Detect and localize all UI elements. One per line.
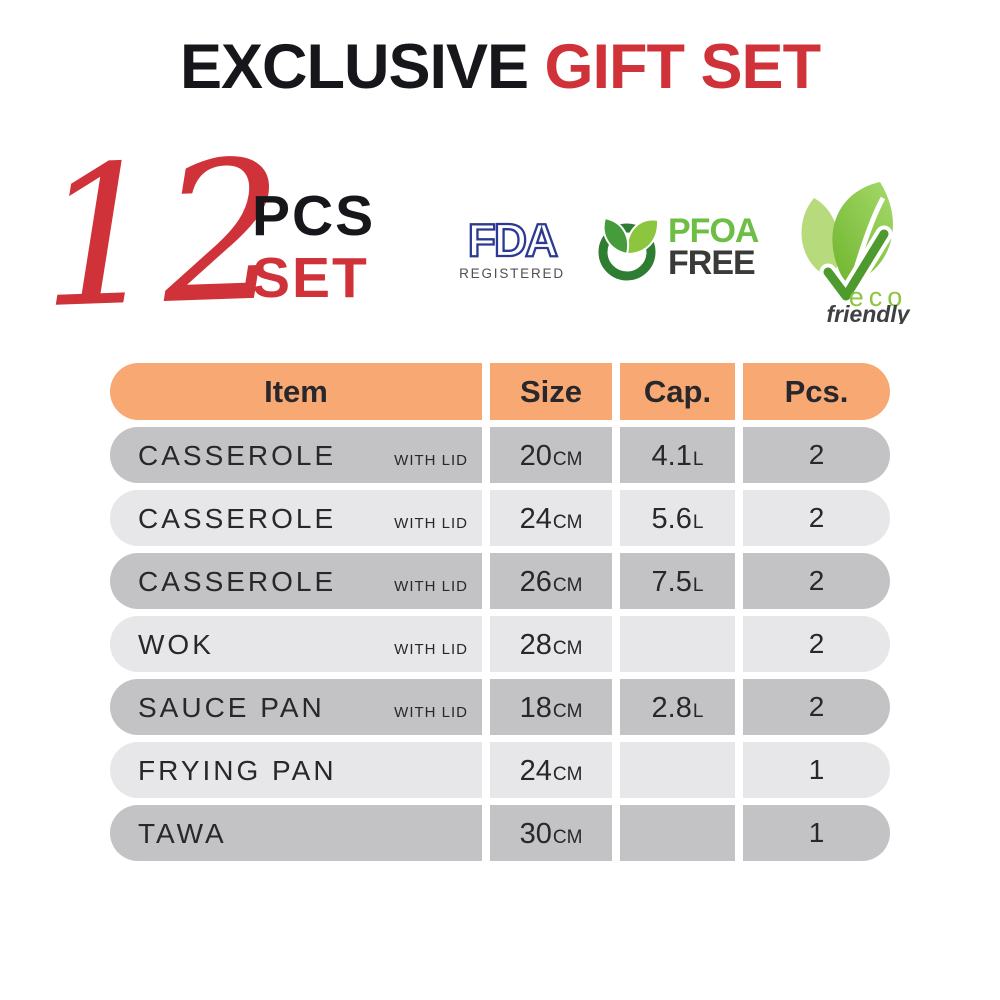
size-value: 24 — [519, 503, 552, 535]
size-value: 30 — [519, 818, 552, 850]
eco-friendly-badge: eco friendly — [788, 176, 928, 329]
size-cell: 26 CM — [490, 553, 612, 609]
header-item: Item — [110, 363, 482, 420]
item-name: CASSEROLE — [138, 566, 337, 597]
pfoa-free-badge: PFOA FREE — [594, 211, 759, 282]
table-header-row: Item Size Cap. Pcs. — [110, 363, 890, 420]
pfoa-label: PFOA — [668, 211, 759, 250]
table-row: CASSEROLE WITH LID 24 CM 5.6 L 2 — [110, 490, 890, 546]
item-name: TAWA — [138, 818, 227, 849]
pcs-cell: 2 — [743, 553, 890, 609]
fda-logo-icon: FDA REGISTERED — [459, 213, 565, 281]
fda-registered-badge: FDA REGISTERED — [456, 213, 568, 291]
size-value: 18 — [519, 692, 552, 724]
item-cell: CASSEROLE WITH LID — [110, 490, 482, 546]
fda-registered-text: REGISTERED — [459, 266, 565, 281]
table-row: WOK WITH LID 28 CM 2 — [110, 616, 890, 672]
size-value: 24 — [519, 755, 552, 787]
piece-count-number: 12 — [36, 119, 289, 352]
size-unit: CM — [552, 638, 583, 659]
item-cell: SAUCE PAN WITH LID — [110, 679, 482, 735]
cap-cell — [620, 616, 735, 672]
item-cell: FRYING PAN — [110, 742, 482, 798]
cap-cell: 7.5 L — [620, 553, 735, 609]
cap-cell — [620, 805, 735, 861]
set-label: SET — [252, 246, 369, 310]
pcs-cell: 2 — [743, 490, 890, 546]
item-cell: CASSEROLE WITH LID — [110, 427, 482, 483]
title-black-part: EXCLUSIVE — [179, 32, 529, 102]
item-note: WITH LID — [394, 704, 468, 721]
cap-value: 2.8 — [651, 692, 692, 724]
eco-label: eco — [849, 282, 908, 312]
item-name: FRYING PAN — [138, 755, 337, 786]
cap-value: 5.6 — [651, 503, 692, 535]
cap-cell: 2.8 L — [620, 679, 735, 735]
pcs-cell: 2 — [743, 679, 890, 735]
size-cell: 24 CM — [490, 742, 612, 798]
item-cell: WOK WITH LID — [110, 616, 482, 672]
item-name: WOK — [138, 629, 214, 660]
item-cell: CASSEROLE WITH LID — [110, 553, 482, 609]
size-cell: 28 CM — [490, 616, 612, 672]
item-note: WITH LID — [394, 641, 468, 658]
item-name: CASSEROLE — [138, 503, 337, 534]
pfoa-leaf-circle-icon — [598, 216, 660, 281]
item-name: SAUCE PAN — [138, 692, 325, 723]
item-cell: TAWA — [110, 805, 482, 861]
header-cap: Cap. — [620, 363, 735, 420]
eco-leaves-icon: eco friendly — [801, 182, 911, 327]
item-name: CASSEROLE — [138, 440, 337, 471]
cap-unit: L — [692, 512, 704, 533]
fda-wordmark: FDA — [468, 214, 557, 266]
cap-unit: L — [692, 701, 704, 722]
free-label: FREE — [668, 244, 756, 282]
size-cell: 18 CM — [490, 679, 612, 735]
size-cell: 24 CM — [490, 490, 612, 546]
size-unit: CM — [552, 764, 583, 785]
table-row: FRYING PAN 24 CM 1 — [110, 742, 890, 798]
size-cell: 30 CM — [490, 805, 612, 861]
title-red-part: GIFT SET — [544, 32, 821, 102]
cap-cell: 4.1 L — [620, 427, 735, 483]
spec-table: Item Size Cap. Pcs. CASSEROLE WITH LID 2… — [110, 363, 890, 861]
pcs-label: PCS — [252, 184, 376, 248]
pcs-cell: 2 — [743, 616, 890, 672]
friendly-label: friendly — [826, 301, 910, 324]
cap-value: 4.1 — [651, 440, 692, 472]
table-row: SAUCE PAN WITH LID 18 CM 2.8 L 2 — [110, 679, 890, 735]
pcs-cell: 1 — [743, 742, 890, 798]
pcs-cell: 1 — [743, 805, 890, 861]
size-unit: CM — [552, 827, 583, 848]
size-cell: 20 CM — [490, 427, 612, 483]
pcs-cell: 2 — [743, 427, 890, 483]
size-unit: CM — [552, 701, 583, 722]
size-value: 26 — [519, 566, 552, 598]
header-pcs: Pcs. — [743, 363, 890, 420]
page-title: EXCLUSIVE GIFT SET — [0, 36, 1000, 99]
item-note: WITH LID — [394, 452, 468, 469]
cap-cell: 5.6 L — [620, 490, 735, 546]
size-unit: CM — [552, 449, 583, 470]
item-note: WITH LID — [394, 515, 468, 532]
size-unit: CM — [552, 512, 583, 533]
cap-unit: L — [692, 575, 704, 596]
table-row: CASSEROLE WITH LID 20 CM 4.1 L 2 — [110, 427, 890, 483]
pfoa-free-text: PFOA FREE — [668, 211, 759, 282]
size-value: 28 — [519, 629, 552, 661]
cap-value: 7.5 — [651, 566, 692, 598]
cap-cell — [620, 742, 735, 798]
size-unit: CM — [552, 575, 583, 596]
table-row: CASSEROLE WITH LID 26 CM 7.5 L 2 — [110, 553, 890, 609]
table-row: TAWA 30 CM 1 — [110, 805, 890, 861]
header-size: Size — [490, 363, 612, 420]
item-note: WITH LID — [394, 578, 468, 595]
size-value: 20 — [519, 440, 552, 472]
cap-unit: L — [692, 449, 704, 470]
